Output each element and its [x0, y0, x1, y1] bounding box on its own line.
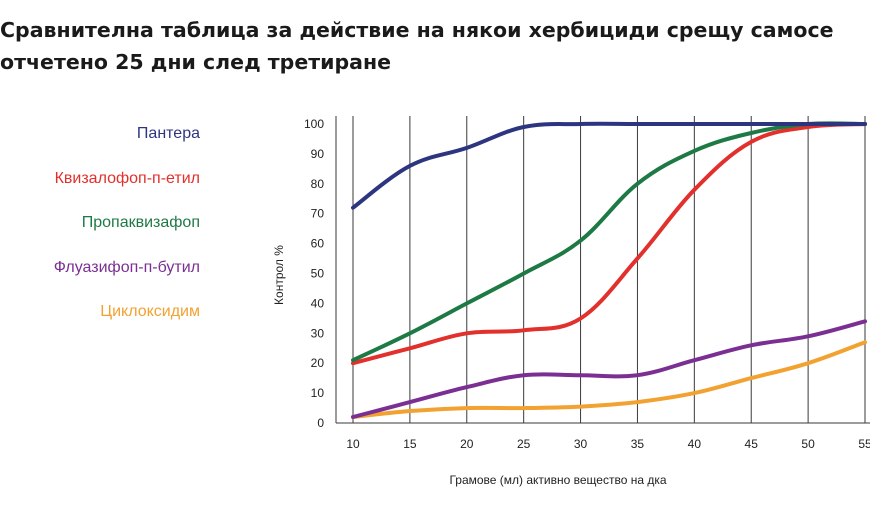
- x-tick-10: 10: [346, 437, 360, 451]
- tick-labels: 0 10 20 30 40 50 60 70 80 90 100 10 15 20 25 30 35 40 45 50…: [304, 117, 870, 451]
- x-tick-40: 40: [688, 437, 702, 451]
- y-tick-60: 60: [311, 237, 325, 251]
- series-lines: [351, 121, 867, 419]
- series-line-0: [351, 121, 867, 210]
- y-tick-50: 50: [311, 267, 325, 281]
- x-tick-50: 50: [801, 437, 815, 451]
- series-line-1: [351, 122, 867, 366]
- y-tick-70: 70: [311, 207, 325, 221]
- chart-title: Сравнителна таблица за действие на някои…: [0, 18, 834, 42]
- y-tick-40: 40: [311, 296, 325, 310]
- x-tick-55: 55: [858, 437, 870, 451]
- y-tick-80: 80: [311, 177, 325, 191]
- x-tick-15: 15: [403, 437, 417, 451]
- y-axis-label: Контрол %: [272, 245, 286, 305]
- series-line-4: [351, 340, 867, 419]
- y-tick-100: 100: [304, 117, 324, 131]
- x-tick-25: 25: [517, 437, 531, 451]
- y-tick-20: 20: [311, 356, 325, 370]
- grid-lines: [352, 116, 866, 423]
- x-tick-45: 45: [745, 437, 759, 451]
- legend-item-fluazifop: Флуазифоп-п-бутил: [53, 259, 200, 276]
- x-axis-label: Грамове (мл) активно вещество на дка: [449, 473, 666, 487]
- series-line-2: [351, 121, 867, 363]
- x-tick-30: 30: [574, 437, 588, 451]
- axes: [335, 116, 870, 424]
- x-tick-20: 20: [460, 437, 474, 451]
- y-tick-10: 10: [311, 386, 325, 400]
- series-line-3: [351, 319, 867, 419]
- legend-item-quizalofop: Квизалофоп-п-етил: [54, 170, 200, 187]
- chart-subtitle: отчетено 25 дни след третиране: [0, 50, 392, 74]
- legend-item-panthera: Пантера: [136, 125, 200, 142]
- legend: Пантера Квизалофоп-п-етил Пропаквизафоп …: [0, 0, 200, 522]
- y-tick-90: 90: [311, 147, 325, 161]
- x-tick-35: 35: [631, 437, 645, 451]
- y-tick-30: 30: [311, 326, 325, 340]
- legend-item-cycloxydim: Циклоксидим: [100, 303, 200, 320]
- legend-item-propaquizafop: Пропаквизафоп: [81, 214, 200, 231]
- y-tick-0: 0: [317, 416, 324, 430]
- chart-title-block: Сравнителна таблица за действие на някои…: [0, 14, 870, 78]
